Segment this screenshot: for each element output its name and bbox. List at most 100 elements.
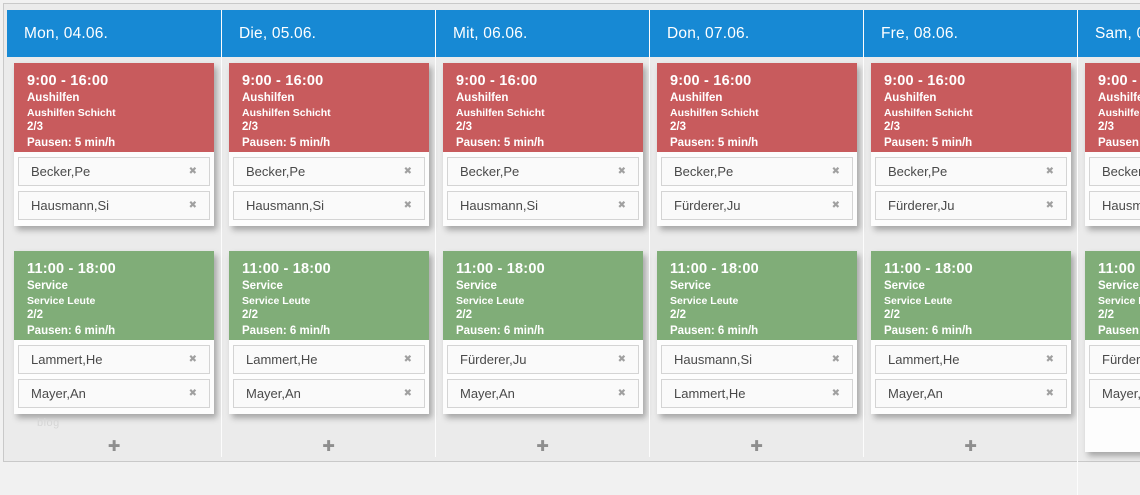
employee-row[interactable]: Mayer,An ✖: [18, 379, 210, 408]
employee-name: Becker,Pe: [246, 164, 306, 179]
employee-row[interactable]: Hausmann,Si ✖: [18, 191, 210, 220]
shift-panel: 9:00 - 16:00 Aushilfen Aushilfen Schicht…: [14, 63, 214, 226]
employee-name: Lammert,He: [888, 352, 960, 367]
shift-group: Aushilfen: [884, 92, 937, 104]
employee-row[interactable]: Fürderer,Ju ✖: [1089, 345, 1140, 374]
employee-row[interactable]: Lammert,He ✖: [18, 345, 210, 374]
shift-card[interactable]: 9:00 - 16:00 Aushilfen Aushilfen Schicht…: [1085, 63, 1140, 152]
remove-employee-icon[interactable]: ✖: [617, 166, 626, 177]
employee-name: Becker,Pe: [674, 164, 734, 179]
day-header: Die, 05.06.: [222, 10, 435, 57]
shift-occupancy: 2/2: [884, 309, 900, 321]
add-shift-button[interactable]: ✚: [536, 437, 549, 455]
remove-employee-icon[interactable]: ✖: [1045, 354, 1054, 365]
employee-row[interactable]: Fürderer,Ju ✖: [447, 345, 639, 374]
employee-row[interactable]: Hausmann,Si ✖: [661, 345, 853, 374]
employee-row[interactable]: Becker,Pe ✖: [447, 157, 639, 186]
shift-card[interactable]: 9:00 - 16:00 Aushilfen Aushilfen Schicht…: [657, 63, 857, 152]
employee-row[interactable]: Mayer,An ✖: [1089, 379, 1140, 408]
employee-row[interactable]: Mayer,An ✖: [233, 379, 425, 408]
employee-row[interactable]: Mayer,An ✖: [447, 379, 639, 408]
shift-panel: 11:00 - 18:00 Service Service Leute 2/2 …: [229, 251, 429, 414]
employee-row[interactable]: Hausmann,Si ✖: [233, 191, 425, 220]
shift-group: Aushilfen: [1098, 92, 1140, 104]
shift-panel: 9:00 - 16:00 Aushilfen Aushilfen Schicht…: [443, 63, 643, 226]
employee-name: Fürderer,Ju: [888, 198, 955, 213]
employee-name: Hausmann,Si: [1102, 198, 1140, 213]
day-column-mit: Mit, 06.06. 9:00 - 16:00 Aushilfen Aushi…: [435, 10, 649, 457]
add-shift-button[interactable]: ✚: [964, 437, 977, 455]
shift-card[interactable]: 9:00 - 16:00 Aushilfen Aushilfen Schicht…: [229, 63, 429, 152]
employee-row[interactable]: Lammert,He ✖: [875, 345, 1067, 374]
shift-card[interactable]: 11:00 - 18:00 Service Service Leute 2/2 …: [871, 251, 1071, 340]
shift-breaks: Pausen: 6 min/h: [456, 325, 545, 337]
employee-row[interactable]: Hausmann,Si ✖: [1089, 191, 1140, 220]
shift-card[interactable]: 11:00 - 18:00 Service Service Leute 2/2 …: [1085, 251, 1140, 340]
add-row: ✚: [650, 437, 863, 457]
shift-panel: 11:00 - 18:00 Service Service Leute 2/2 …: [657, 251, 857, 414]
remove-employee-icon[interactable]: ✖: [617, 354, 626, 365]
shift-occupancy: 2/3: [1098, 121, 1114, 133]
employee-row[interactable]: Mayer,An ✖: [875, 379, 1067, 408]
remove-employee-icon[interactable]: ✖: [188, 388, 197, 399]
employee-row[interactable]: Becker,Pe ✖: [1089, 157, 1140, 186]
remove-employee-icon[interactable]: ✖: [188, 354, 197, 365]
shift-time: 11:00 - 18:00: [884, 261, 973, 277]
shift-card[interactable]: 11:00 - 18:00 Service Service Leute 2/2 …: [229, 251, 429, 340]
shift-card[interactable]: 9:00 - 16:00 Aushilfen Aushilfen Schicht…: [871, 63, 1071, 152]
remove-employee-icon[interactable]: ✖: [403, 388, 412, 399]
remove-employee-icon[interactable]: ✖: [617, 200, 626, 211]
add-row: ✚: [864, 437, 1077, 457]
add-shift-button[interactable]: ✚: [107, 437, 121, 455]
remove-employee-icon[interactable]: ✖: [188, 166, 197, 177]
remove-employee-icon[interactable]: ✖: [403, 166, 412, 177]
remove-employee-icon[interactable]: ✖: [617, 388, 626, 399]
day-column-mon: Mon, 04.06. 9:00 - 16:00 Aushilfen Aushi…: [7, 10, 221, 457]
day-column-fre: Fre, 08.06. 9:00 - 16:00 Aushilfen Aushi…: [863, 10, 1077, 457]
shift-subgroup: Aushilfen Schicht: [27, 107, 116, 119]
employee-name: Hausmann,Si: [31, 198, 110, 213]
shift-occupancy: 2/3: [884, 121, 900, 133]
remove-employee-icon[interactable]: ✖: [1045, 166, 1054, 177]
shift-subgroup: Service Leute: [884, 295, 953, 307]
employee-row[interactable]: Becker,Pe ✖: [661, 157, 853, 186]
shift-subgroup: Aushilfen Schicht: [456, 107, 545, 119]
shift-breaks: Pausen: 6 min/h: [27, 325, 116, 337]
employee-row[interactable]: Hausmann,Si ✖: [447, 191, 639, 220]
shift-card[interactable]: 11:00 - 18:00 Service Service Leute 2/2 …: [657, 251, 857, 340]
remove-employee-icon[interactable]: ✖: [403, 200, 412, 211]
add-shift-button[interactable]: ✚: [750, 437, 763, 455]
remove-employee-icon[interactable]: ✖: [1045, 200, 1054, 211]
remove-employee-icon[interactable]: ✖: [403, 354, 412, 365]
employee-row[interactable]: Fürderer,Ju ✖: [661, 191, 853, 220]
day-header: Mit, 06.06.: [436, 10, 649, 57]
remove-employee-icon[interactable]: ✖: [188, 200, 197, 211]
remove-employee-icon[interactable]: ✖: [831, 166, 840, 177]
shift-breaks: Pausen: 6 min/h: [242, 325, 331, 337]
shift-breaks: Pausen: 5 min/h: [27, 137, 116, 149]
day-column-die: Die, 05.06. 9:00 - 16:00 Aushilfen Aushi…: [221, 10, 435, 457]
shift-card[interactable]: 11:00 - 18:00 Service Service Leute 2/2 …: [14, 251, 214, 340]
remove-employee-icon[interactable]: ✖: [831, 354, 840, 365]
employee-row[interactable]: Lammert,He ✖: [661, 379, 853, 408]
add-row: ✚: [7, 437, 221, 457]
remove-employee-icon[interactable]: ✖: [831, 200, 840, 211]
shift-occupancy: 2/3: [27, 121, 43, 133]
remove-employee-icon[interactable]: ✖: [831, 388, 840, 399]
day-header: Mon, 04.06.: [7, 10, 221, 57]
shift-card[interactable]: 9:00 - 16:00 Aushilfen Aushilfen Schicht…: [443, 63, 643, 152]
employee-row[interactable]: Becker,Pe ✖: [18, 157, 210, 186]
employee-row[interactable]: Becker,Pe ✖: [233, 157, 425, 186]
add-shift-button[interactable]: ✚: [322, 437, 335, 455]
shift-panel: 9:00 - 16:00 Aushilfen Aushilfen Schicht…: [657, 63, 857, 226]
shift-card[interactable]: 11:00 - 18:00 Service Service Leute 2/2 …: [443, 251, 643, 340]
shift-subgroup: Aushilfen Schicht: [242, 107, 331, 119]
employee-row[interactable]: Lammert,He ✖: [233, 345, 425, 374]
remove-employee-icon[interactable]: ✖: [1045, 388, 1054, 399]
day-header: Don, 07.06.: [650, 10, 863, 57]
add-row: ✚: [1078, 475, 1140, 495]
shift-subgroup: Aushilfen Schicht: [670, 107, 759, 119]
employee-row[interactable]: Fürderer,Ju ✖: [875, 191, 1067, 220]
employee-row[interactable]: Becker,Pe ✖: [875, 157, 1067, 186]
shift-card[interactable]: 9:00 - 16:00 Aushilfen Aushilfen Schicht…: [14, 63, 214, 152]
